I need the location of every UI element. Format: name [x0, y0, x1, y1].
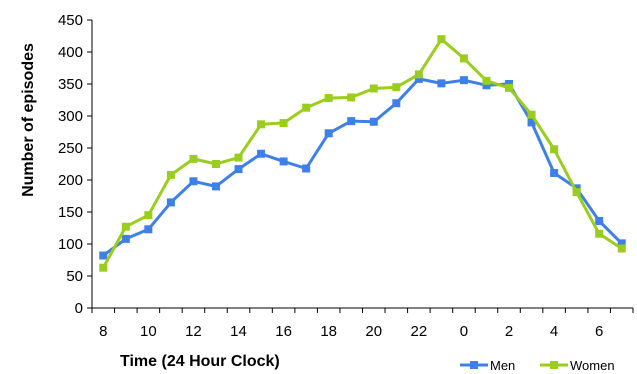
y-axis-title: Number of episodes	[20, 43, 37, 197]
data-point-women	[234, 153, 243, 162]
y-tick-label: 300	[58, 108, 83, 125]
data-point-women	[482, 76, 491, 85]
data-point-women	[144, 211, 153, 220]
x-tick-label: 10	[140, 323, 157, 340]
data-point-men	[189, 177, 198, 186]
y-tick-label: 100	[58, 236, 83, 253]
x-tick-label: 20	[365, 323, 382, 340]
data-point-women	[572, 188, 581, 197]
legend-label-men: Men	[490, 358, 515, 373]
y-tick-label: 0	[75, 300, 83, 317]
y-tick-label: 200	[58, 172, 83, 189]
data-point-women	[369, 84, 378, 93]
data-point-women	[505, 83, 514, 92]
x-axis-title: Time (24 Hour Clock)	[120, 353, 280, 370]
data-point-women	[595, 229, 604, 238]
data-point-men	[617, 239, 626, 248]
data-point-men	[595, 216, 604, 225]
data-point-women	[324, 94, 333, 103]
x-tick-label: 12	[185, 323, 202, 340]
legend-swatch-marker	[470, 361, 478, 369]
x-tick-label: 2	[505, 323, 513, 340]
series-men	[99, 74, 626, 260]
x-tick-label: 4	[550, 323, 558, 340]
data-point-men	[279, 157, 288, 166]
y-axis-ticks: 0 50 100 150 200 250 300 350 400 450	[58, 12, 92, 317]
x-tick-label: 0	[460, 323, 468, 340]
data-point-women	[459, 54, 468, 63]
data-point-women	[392, 83, 401, 92]
data-point-men	[437, 79, 446, 88]
data-point-men	[211, 182, 220, 191]
series-women	[99, 35, 626, 272]
y-tick-label: 400	[58, 44, 83, 61]
data-point-women	[550, 145, 559, 154]
y-tick-label: 350	[58, 76, 83, 93]
data-point-men	[121, 234, 130, 243]
x-tick-label: 8	[99, 323, 107, 340]
x-tick-label: 16	[275, 323, 292, 340]
x-tick-label: 14	[230, 323, 247, 340]
data-point-women	[279, 119, 288, 128]
legend: Men Women	[460, 358, 615, 373]
data-point-women	[99, 263, 108, 272]
data-point-women	[166, 170, 175, 179]
data-point-women	[414, 70, 423, 79]
x-tick-label: 18	[320, 323, 337, 340]
data-point-men	[550, 168, 559, 177]
data-point-men	[392, 99, 401, 108]
series-layer	[99, 35, 626, 272]
data-point-women	[302, 103, 311, 112]
legend-entry-women: Women	[540, 358, 615, 373]
legend-swatch-marker	[550, 361, 558, 369]
data-point-men	[166, 198, 175, 207]
data-point-men	[414, 74, 423, 83]
y-tick-label: 150	[58, 204, 83, 221]
data-point-men	[234, 165, 243, 174]
data-point-women	[527, 110, 536, 119]
data-point-men	[324, 129, 333, 138]
legend-entry-men: Men	[460, 358, 515, 373]
data-point-men	[369, 117, 378, 126]
y-tick-label: 250	[58, 140, 83, 157]
data-point-men	[459, 76, 468, 85]
data-point-women	[211, 160, 220, 168]
data-point-men	[347, 117, 356, 126]
data-point-women	[121, 222, 130, 231]
data-point-men	[257, 149, 266, 158]
data-point-women	[257, 120, 266, 129]
y-tick-label: 450	[58, 12, 83, 29]
x-axis-ticks: 8 10 12 14 16 18 20 22 0 2 4 6	[91, 308, 634, 340]
x-tick-label: 6	[595, 323, 603, 340]
data-point-women	[347, 93, 356, 102]
legend-label-women: Women	[570, 358, 615, 373]
data-point-women	[189, 154, 198, 163]
data-point-men	[482, 81, 491, 90]
data-point-men	[527, 118, 536, 127]
data-point-men	[99, 251, 108, 260]
y-tick-label: 50	[66, 268, 83, 285]
x-tick-label: 22	[411, 323, 428, 340]
data-point-men	[302, 164, 311, 173]
data-point-women	[617, 244, 626, 253]
data-point-women	[437, 35, 446, 44]
data-point-men	[144, 225, 153, 234]
